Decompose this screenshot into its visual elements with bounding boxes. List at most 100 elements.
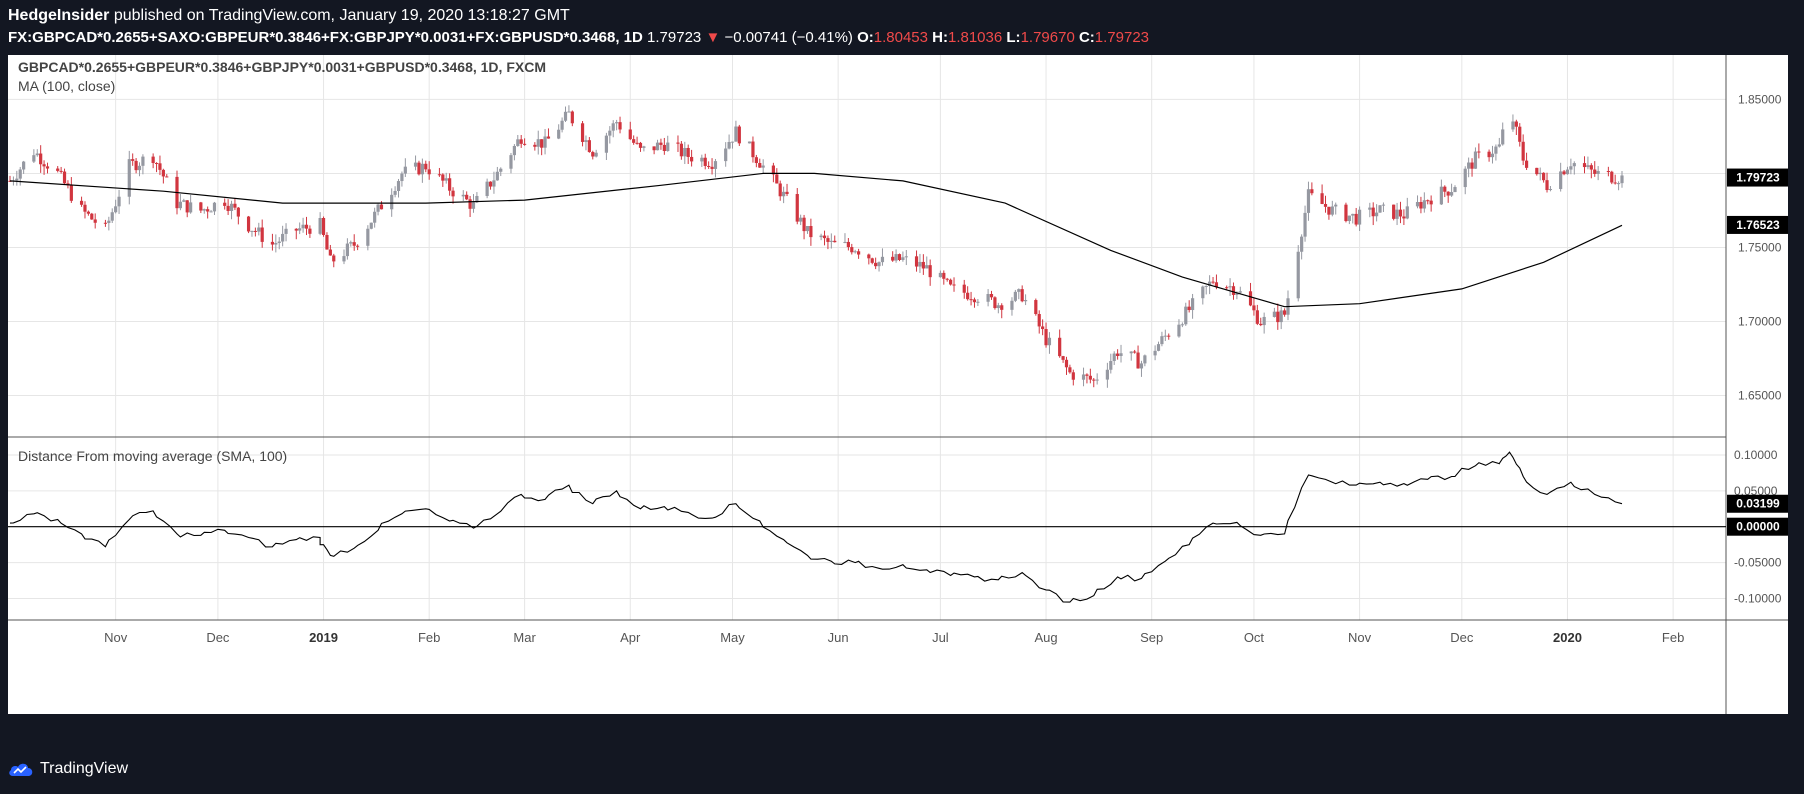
candle-body (618, 122, 622, 130)
candle-body (635, 142, 639, 144)
candle-body (615, 122, 619, 124)
candle-body (1381, 204, 1386, 206)
candle-body (1518, 126, 1522, 142)
candle-body (880, 256, 885, 263)
candle-body (1402, 216, 1406, 219)
candle-body (117, 196, 121, 207)
candle-body (1470, 162, 1474, 169)
candle-body (1095, 379, 1099, 381)
tradingview-logo[interactable]: TradingView (8, 760, 128, 778)
candle-body (1542, 172, 1546, 181)
candle-body (1041, 326, 1045, 330)
candle-body (1586, 165, 1590, 168)
candle-body (703, 157, 707, 166)
candle-body (1375, 212, 1379, 217)
time-tick-label: 2020 (1553, 630, 1582, 645)
candle-body (829, 240, 833, 242)
candle-body (1405, 206, 1409, 219)
candle-body (594, 152, 598, 157)
candle-body (62, 171, 67, 184)
candle-body (18, 169, 22, 179)
candle-body (1494, 146, 1498, 154)
time-tick-label: Oct (1244, 630, 1265, 645)
ma-legend: MA (100, close) (18, 78, 115, 94)
candle-body (795, 194, 799, 222)
brand-name: TradingView (40, 760, 129, 777)
candle-body (1020, 289, 1024, 302)
candle-body (509, 155, 513, 169)
chart-svg[interactable]: GBPCAD*0.2655+GBPEUR*0.3846+GBPJPY*0.003… (8, 55, 1788, 714)
candle-body (1521, 141, 1525, 161)
candle-body (158, 163, 162, 170)
low-label: L: (1006, 29, 1021, 46)
candle-body (390, 194, 394, 210)
candle-body (1190, 298, 1195, 311)
candle-body (1610, 171, 1614, 183)
candle-body (270, 241, 275, 245)
candle-body (730, 141, 735, 143)
candle-body (1180, 324, 1184, 326)
candle-body (523, 143, 527, 145)
svg-text:0.03199: 0.03199 (1736, 497, 1780, 511)
candle-body (894, 254, 898, 261)
candle-body (223, 202, 227, 206)
candle-body (475, 195, 479, 203)
candle-body (110, 212, 114, 221)
candle-body (444, 178, 448, 181)
time-tick-label: Dec (1450, 630, 1474, 645)
candle-body (1320, 193, 1324, 204)
symbol-info: FX:GBPCAD*0.2655+SAXO:GBPEUR*0.3846+FX:G… (8, 29, 1149, 46)
candle-body (805, 226, 810, 232)
candle-body (727, 141, 731, 149)
candle-body (1620, 175, 1624, 184)
author-name[interactable]: HedgeInsider (8, 7, 110, 24)
candle-body (533, 144, 537, 147)
candle-body (638, 142, 643, 148)
candle-body (90, 213, 94, 220)
candle-body (584, 140, 588, 142)
candle-body (212, 202, 217, 212)
candle-body (676, 142, 680, 144)
candle-body (1156, 344, 1161, 351)
candle-body (465, 194, 469, 200)
zero-tag: 0.00000 (1727, 517, 1788, 536)
candle-body (850, 247, 854, 253)
candle-body (199, 202, 203, 211)
candle-body (809, 226, 813, 238)
indicator-pane-title: Distance From moving average (SMA, 100) (18, 448, 287, 464)
candle-body (700, 157, 704, 162)
chart-area[interactable]: GBPCAD*0.2655+GBPEUR*0.3846+GBPJPY*0.003… (8, 55, 1788, 714)
candle-body (141, 156, 145, 166)
candle-body (39, 153, 43, 165)
time-scale[interactable]: Nov Dec 2019 Feb Mar Apr May Jun Jul Aug Sep Oct Nov… (104, 630, 1684, 645)
candle-body (178, 201, 183, 209)
time-tick-label: Jul (932, 630, 949, 645)
main-pane-title: GBPCAD*0.2655+GBPEUR*0.3846+GBPJPY*0.003… (18, 59, 546, 75)
candle-body (1116, 353, 1120, 356)
candle-body (1037, 314, 1041, 327)
candle-body (1524, 160, 1529, 168)
candle-body (874, 262, 878, 267)
candle-body (274, 243, 278, 245)
candle-body (942, 272, 946, 279)
candle-body (771, 165, 775, 175)
candle-body (345, 243, 349, 257)
candle-body (127, 159, 131, 197)
candle-body (928, 265, 932, 278)
candle-body (1453, 187, 1457, 193)
candle-body (1511, 121, 1515, 130)
candle-body (137, 165, 142, 171)
candle-body (1392, 204, 1396, 219)
candle-body (972, 299, 977, 303)
candle-body (1081, 374, 1086, 380)
candle-body (277, 241, 281, 244)
candle-body (1443, 186, 1447, 192)
candle-body (103, 222, 108, 224)
candle-body (298, 228, 302, 231)
candle-body (1473, 151, 1478, 169)
candle-body (1276, 311, 1280, 323)
candle-body (1163, 335, 1167, 337)
candle-body (1371, 207, 1375, 217)
candle-body (867, 254, 871, 259)
